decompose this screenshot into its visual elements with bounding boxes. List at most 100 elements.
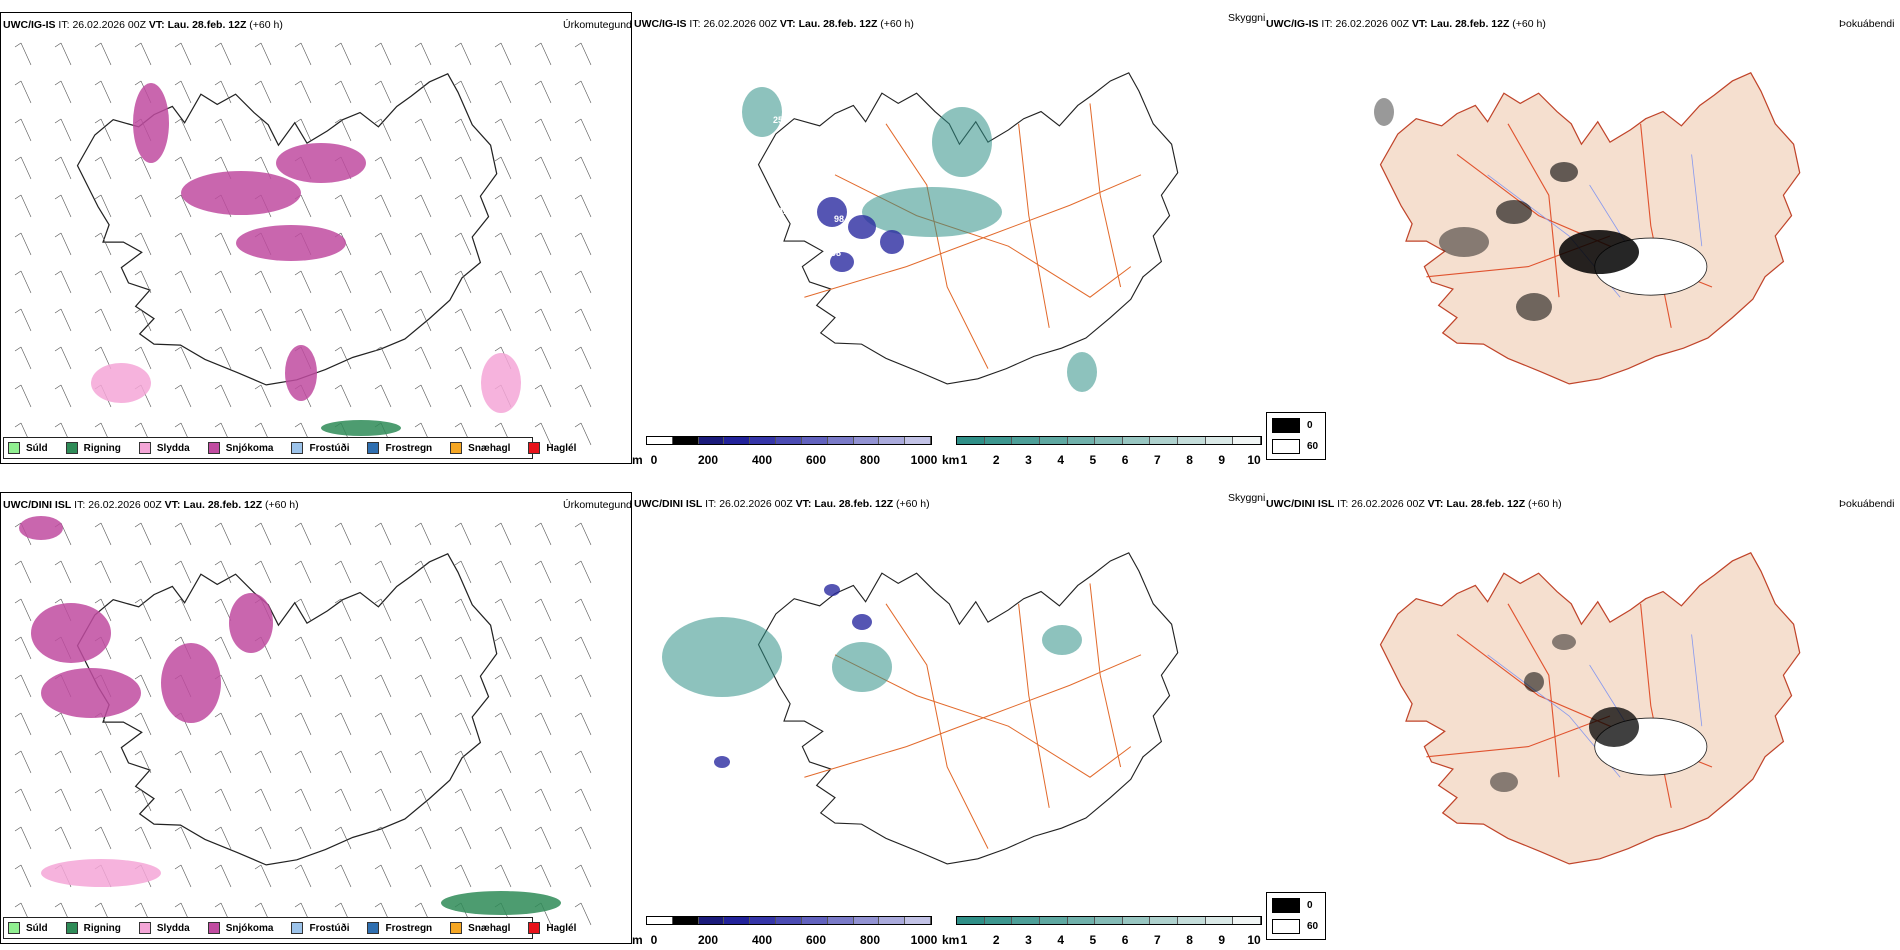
wind-barb xyxy=(14,346,32,370)
wind-barb xyxy=(294,598,312,622)
legend-swatch xyxy=(367,922,380,934)
legend-item: Frostregn xyxy=(367,442,432,454)
wind-barb xyxy=(494,270,512,294)
legend-label: Snjókoma xyxy=(225,922,274,934)
wind-barb xyxy=(214,232,232,256)
wind-barb xyxy=(254,522,272,546)
colorbar-tick: 800 xyxy=(859,933,881,944)
colorbar-tick: 200 xyxy=(697,933,719,944)
wind-barb xyxy=(174,788,192,812)
wind-barb xyxy=(494,864,512,888)
low-visibility-area xyxy=(662,617,782,697)
wind-barb xyxy=(94,194,112,218)
wind-barb xyxy=(134,232,152,256)
cloud-base-label: 167 xyxy=(763,216,778,226)
colorbar-tick: 1 xyxy=(960,933,968,944)
low-visibility-area xyxy=(742,87,782,137)
cloud-base-label: 39 xyxy=(778,590,788,600)
wind-barb xyxy=(94,522,112,546)
legend-item: Súld xyxy=(8,442,48,454)
precip-area xyxy=(236,225,346,261)
wind-barb xyxy=(574,384,592,408)
wind-barb xyxy=(334,522,352,546)
cloud-base-colorbar: m 0 200 400 600 800 1000 xyxy=(632,436,942,464)
wind-barb xyxy=(574,598,592,622)
wind-barb xyxy=(454,522,472,546)
cloud-base-label: 209 xyxy=(639,116,654,126)
wind-barb xyxy=(174,598,192,622)
colorbar-bin xyxy=(698,917,725,924)
wind-barb xyxy=(254,750,272,774)
wind-barb xyxy=(414,118,432,142)
wind-barb xyxy=(174,864,192,888)
wind-barb xyxy=(134,308,152,332)
wind-barb xyxy=(134,788,152,812)
wind-barb xyxy=(254,712,272,736)
wind-barb xyxy=(574,560,592,584)
wind-barb xyxy=(374,750,392,774)
cloud-base-label: 91 xyxy=(697,220,707,230)
cloud-base-label: 108 xyxy=(718,221,733,231)
colorbar-tick: 3 xyxy=(1025,453,1032,464)
colorbar-bin xyxy=(984,437,1013,444)
colorbar-tick: 8 xyxy=(1186,933,1193,944)
wind-barb xyxy=(334,346,352,370)
legend-item: Rigning xyxy=(65,442,121,454)
wind-barb xyxy=(454,308,472,332)
legend-swatch xyxy=(450,922,463,934)
wind-barb xyxy=(414,522,432,546)
colorbar-bin xyxy=(801,437,828,444)
colorbar-bin xyxy=(647,917,673,924)
cloud-base-label: 374 xyxy=(663,95,678,105)
legend-swatch xyxy=(291,442,304,454)
fog-indicator-area xyxy=(1439,227,1489,257)
precip-type-panel-dini: UWC/DINI ISL IT: 26.02.2026 00Z VT: Lau.… xyxy=(0,492,632,944)
precip-map xyxy=(14,516,592,926)
wind-barb xyxy=(254,674,272,698)
wind-barb xyxy=(534,232,552,256)
colorbar-bin xyxy=(1095,437,1123,444)
legend-swatch xyxy=(528,442,541,454)
colorbar-bin xyxy=(1233,917,1262,924)
wind-barb xyxy=(14,750,32,774)
wind-barb xyxy=(214,636,232,660)
wind-barb xyxy=(374,270,392,294)
wind-barb xyxy=(54,560,72,584)
precip-area xyxy=(31,603,111,663)
fog-indicator-area xyxy=(1550,162,1578,182)
wind-barb xyxy=(294,864,312,888)
low-cloud-base-area xyxy=(830,252,854,272)
colorbar-tick: 800 xyxy=(859,453,881,464)
legend-label: Rigning xyxy=(83,922,121,934)
wind-barb xyxy=(14,384,32,408)
colorbar-tick: 10 xyxy=(1247,933,1261,944)
cloud-base-label: 98 xyxy=(673,193,683,203)
wind-barb xyxy=(214,384,232,408)
legend-swatch xyxy=(138,442,151,454)
wind-barb xyxy=(134,270,152,294)
colorbar-tick: 1 xyxy=(960,453,968,464)
wind-barb xyxy=(494,598,512,622)
legend-swatch xyxy=(65,442,78,454)
colorbar-tick: 10 xyxy=(1247,453,1261,464)
colorbar-strip xyxy=(646,436,932,445)
colorbar-bin xyxy=(879,437,906,444)
wind-barb xyxy=(134,194,152,218)
colorbar-bin xyxy=(853,437,880,444)
wind-barb xyxy=(174,194,192,218)
wind-barb xyxy=(214,522,232,546)
fog-indicator-area xyxy=(1589,707,1639,747)
wind-barb xyxy=(254,80,272,104)
wind-barb xyxy=(574,674,592,698)
wind-barb xyxy=(494,788,512,812)
cloud-base-colorbar: m 0 200 400 600 800 1000 xyxy=(632,916,942,944)
precip-area xyxy=(41,859,161,887)
colorbar-strip xyxy=(646,916,932,925)
wind-barb xyxy=(54,712,72,736)
wind-barb xyxy=(174,384,192,408)
wind-barb xyxy=(534,674,552,698)
wind-barb xyxy=(534,636,552,660)
colorbar-tick: 9 xyxy=(1218,933,1226,944)
wind-barb xyxy=(14,560,32,584)
